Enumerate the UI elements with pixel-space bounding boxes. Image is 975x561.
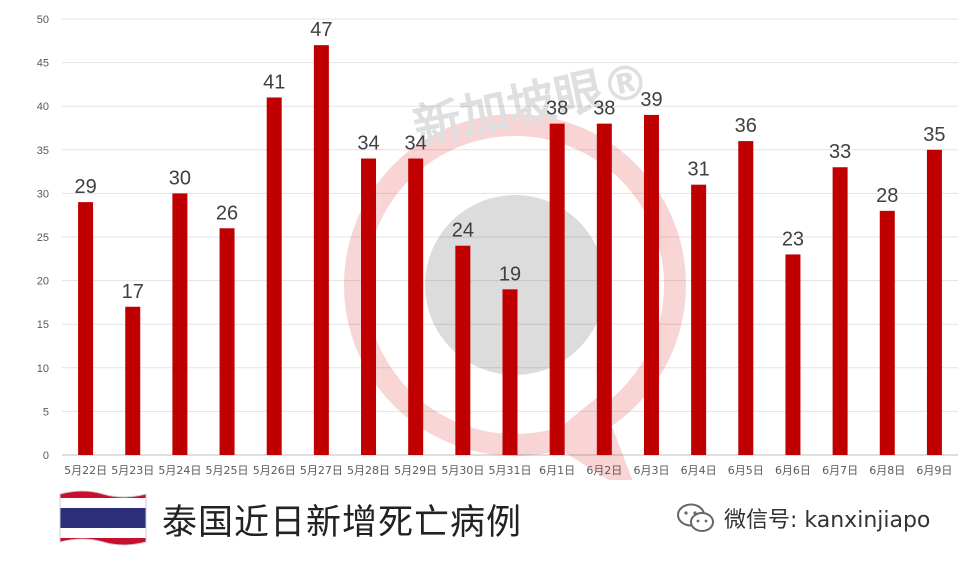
bar [219,228,235,455]
x-tick-label: 6月9日 [916,464,952,477]
wechat-label: 微信号: kanxinjiapo [724,508,931,533]
data-label: 47 [310,19,332,41]
bar [596,123,612,455]
x-tick-label: 6月7日 [822,464,858,477]
bar [266,97,282,455]
x-tick-label: 5月30日 [441,464,484,477]
y-tick-label: 35 [37,145,49,157]
bars [78,45,942,456]
wechat-icon [677,503,714,532]
data-label: 28 [876,185,898,207]
bar-chart: 新加坡眼® 0 5 10 15 20 25 30 35 40 45 50 29 17 30 26 41 47 3… [37,14,958,480]
y-tick-label: 15 [37,319,49,331]
bar [78,202,94,455]
bar [738,141,754,455]
data-label: 17 [122,281,144,303]
y-axis-tick-labels: 0 5 10 15 20 25 30 35 40 45 50 [37,14,49,462]
x-tick-label: 5月26日 [253,464,296,477]
x-tick-label: 5月23日 [111,464,154,477]
y-tick-label: 10 [37,363,49,375]
grid-lines [62,18,958,456]
data-label: 23 [782,228,804,250]
watermark-pin-tail [545,395,633,480]
x-tick-label: 6月1日 [539,464,575,477]
data-label: 30 [169,167,191,189]
bar [313,45,329,455]
x-tick-label: 6月8日 [869,464,905,477]
data-label: 38 [546,98,568,120]
x-tick-label: 5月24日 [158,464,201,477]
x-tick-label: 6月3日 [633,464,669,477]
bar [832,167,848,456]
bar [408,158,424,455]
data-label: 41 [263,71,285,93]
x-tick-label: 6月4日 [681,464,717,477]
data-label: 19 [499,263,521,285]
data-labels: 29 17 30 26 41 47 34 34 24 19 38 38 39 31 36 23 33 28 35 [74,19,945,303]
data-label: 35 [923,124,945,146]
x-axis-tick-labels: 5月22日 5月23日 5月24日 5月25日 5月26日 5月27日 5月28日 5月29日… [64,464,952,477]
y-tick-label: 0 [43,450,49,462]
y-tick-label: 5 [43,406,49,418]
y-tick-label: 30 [37,188,49,200]
x-tick-label: 5月28日 [347,464,390,477]
y-tick-label: 25 [37,232,49,244]
data-label: 36 [735,115,757,137]
x-tick-label: 5月22日 [64,464,107,477]
data-label: 34 [357,133,379,155]
bar [549,123,565,455]
y-tick-label: 20 [37,276,49,288]
data-label: 34 [405,133,427,155]
data-label: 31 [688,159,710,181]
x-tick-label: 5月31日 [489,464,532,477]
data-label: 29 [74,176,96,198]
bar [172,193,188,455]
data-label: 26 [216,202,238,224]
bar [502,289,518,455]
y-tick-label: 40 [37,101,49,113]
data-label: 38 [593,98,615,120]
x-tick-label: 6月5日 [728,464,764,477]
bar [785,254,801,455]
bar [926,149,942,456]
x-tick-label: 5月25日 [206,464,249,477]
wechat-id: 微信号: kanxinjiapo [676,502,930,534]
thailand-flag-icon [59,490,147,546]
y-tick-label: 50 [37,14,49,26]
x-tick-label: 6月6日 [775,464,811,477]
bar [125,306,141,455]
y-tick-label: 45 [37,58,49,70]
bar [691,184,707,455]
watermark-text: 新加坡眼® [408,52,654,157]
bar [879,210,895,455]
bar [361,158,377,455]
data-label: 24 [452,220,474,242]
x-tick-label: 5月29日 [394,464,437,477]
x-tick-label: 6月2日 [586,464,622,477]
bar [455,245,471,455]
chart-caption: 泰国近日新增死亡病例 [162,503,523,543]
data-label: 39 [640,89,662,111]
data-label: 33 [829,141,851,163]
x-tick-label: 5月27日 [300,464,343,477]
bar [643,114,659,456]
